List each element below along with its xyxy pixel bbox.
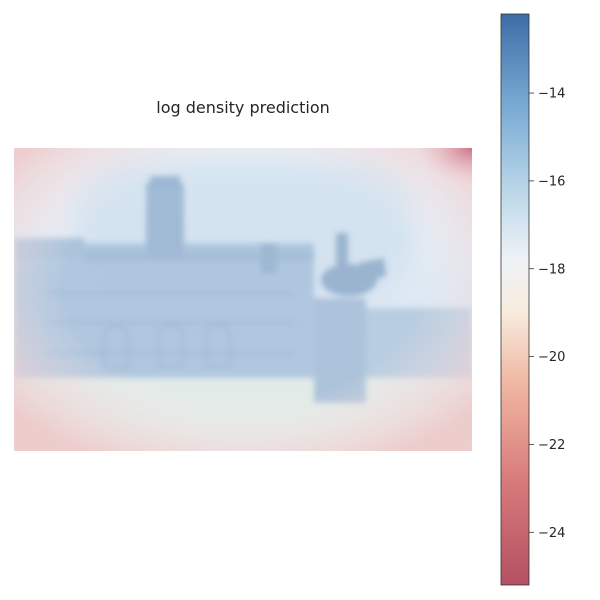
heatmap-image (14, 148, 472, 451)
colorbar-tick-label: −20 (538, 350, 565, 365)
colorbar: −24 −22 −20 −18 −16 −14 (500, 13, 565, 586)
colorbar-gradient (500, 13, 530, 586)
colorbar-ticks: −24 −22 −20 −18 −16 −14 (529, 87, 565, 541)
colorbar-tick-label: −18 (538, 262, 565, 277)
colorbar-tick-label: −14 (538, 87, 565, 102)
colorbar-tick-label: −16 (538, 174, 565, 189)
chart-title: log density prediction (156, 98, 330, 117)
colorbar-tick-label: −22 (538, 438, 565, 453)
colorbar-tick-label: −24 (538, 526, 565, 541)
